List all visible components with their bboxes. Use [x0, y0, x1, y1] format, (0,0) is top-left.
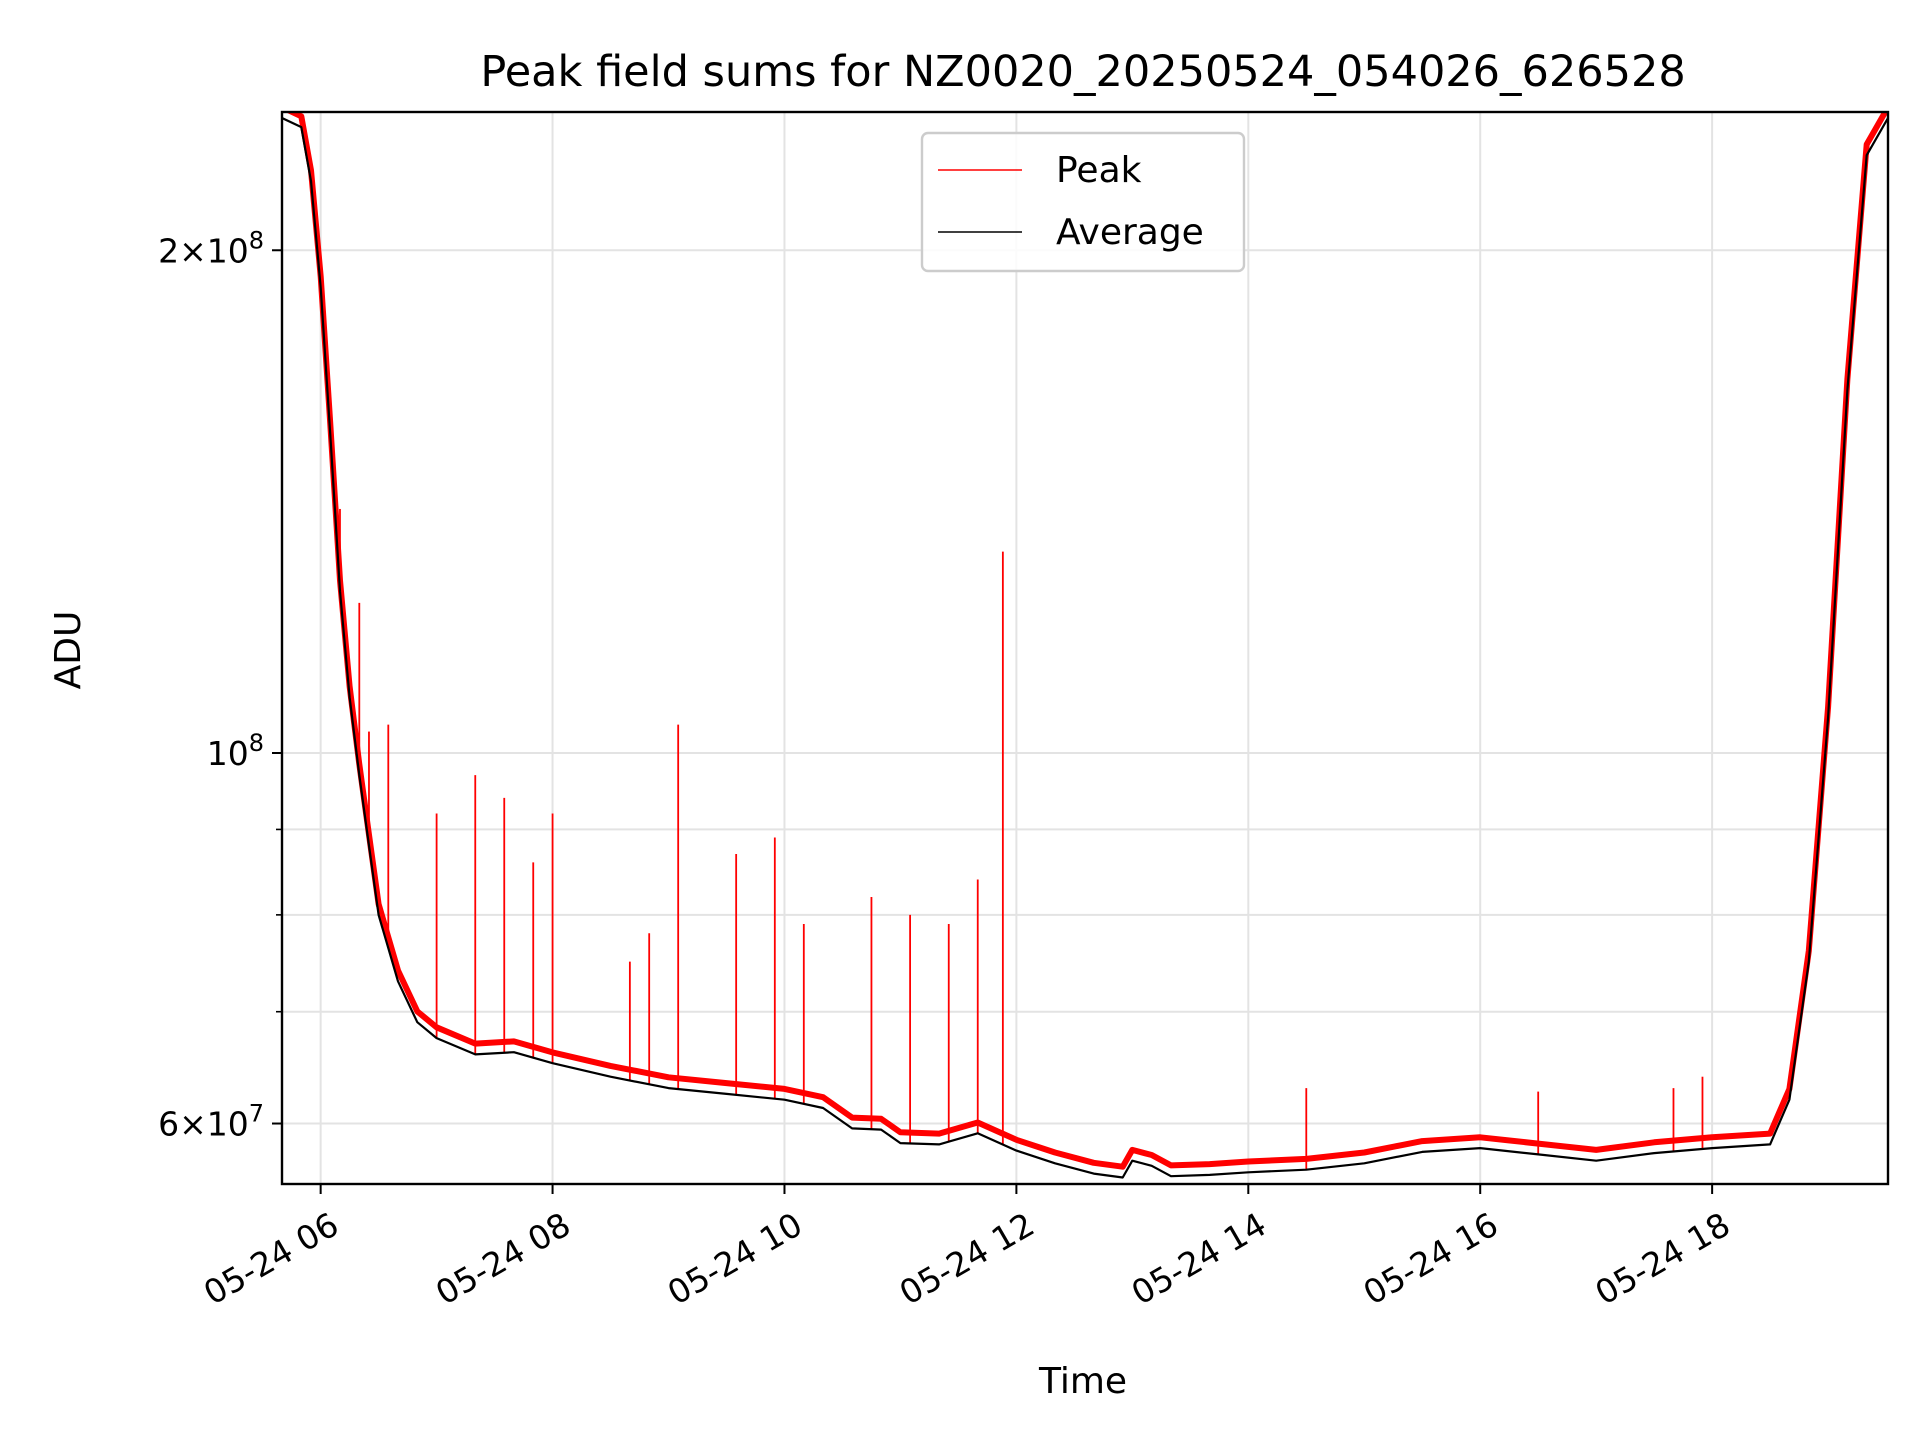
- x-axis-label: Time: [1038, 1361, 1127, 1402]
- plot-frame: [280, 110, 1890, 1186]
- y-tick-label: 108: [207, 729, 264, 773]
- legend-box: [920, 131, 1246, 273]
- legend-label-peak: Peak: [1056, 150, 1142, 191]
- y-axis-ticks: 6×107 108 2×108: [158, 226, 282, 1144]
- average-series-layer: [282, 117, 1888, 1179]
- chart-title: Peak field sums for NZ0020_20250524_0540…: [480, 47, 1685, 97]
- average-series-line: [282, 117, 1888, 1179]
- y-tick-label: 2×108: [158, 226, 264, 270]
- peak-series-line: [285, 112, 1888, 1170]
- peak-series-layer: [285, 112, 1888, 1170]
- y-axis-label: ADU: [48, 611, 89, 690]
- legend: Peak Average: [920, 131, 1246, 273]
- y-tick-label: 6×107: [158, 1100, 264, 1144]
- legend-label-average: Average: [1056, 212, 1204, 253]
- plot-area: [282, 112, 1888, 1179]
